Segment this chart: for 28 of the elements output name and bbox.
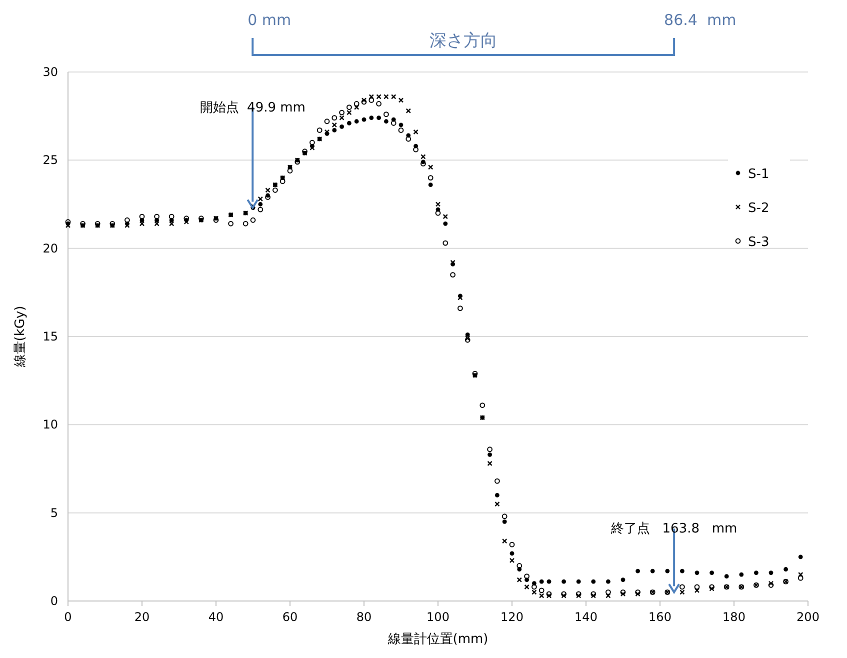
x-tick-label: 20 — [134, 610, 150, 624]
annotation: 開始点 49.9 mm — [200, 100, 306, 116]
x-tick-label: 120 — [500, 610, 524, 624]
y-tick-label: 10 — [42, 418, 58, 432]
text: 深さ方向 — [429, 31, 498, 51]
x-tick-label: 40 — [208, 610, 224, 624]
text: 86.4 mm — [664, 11, 736, 29]
x-tick-label: 200 — [796, 610, 820, 624]
x-tick-label: 180 — [722, 610, 746, 624]
x-tick-label: 160 — [648, 610, 672, 624]
y-tick-label: 30 — [42, 65, 58, 79]
x-tick-label: 60 — [282, 610, 298, 624]
y-tick-label: 15 — [42, 330, 58, 344]
annotation: 終了点 163.8 mm — [610, 522, 738, 537]
x-tick-label: 140 — [574, 610, 598, 624]
x-axis-title: 線量計位置(mm) — [386, 632, 488, 647]
x-tick-label: 80 — [356, 610, 372, 624]
legend-label: S-2 — [748, 201, 770, 216]
y-axis-title: 線量(kGy) — [13, 306, 28, 368]
legend-label: S-1 — [748, 167, 770, 182]
legend-label: S-3 — [748, 235, 770, 250]
x-tick-label: 100 — [426, 610, 450, 624]
x-tick-label: 0 — [64, 610, 72, 624]
y-tick-label: 5 — [50, 506, 58, 520]
text: 0 mm — [248, 11, 292, 29]
y-tick-label: 20 — [42, 241, 58, 256]
y-tick-label: 25 — [42, 153, 58, 168]
y-tick-label: 0 — [50, 594, 58, 608]
